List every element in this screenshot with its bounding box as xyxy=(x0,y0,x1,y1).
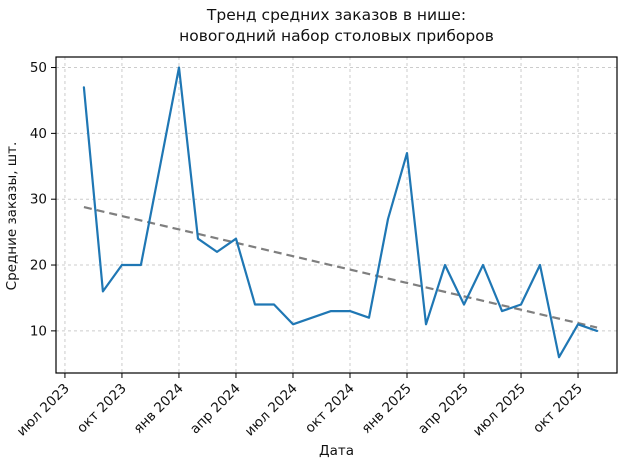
x-tick-label: окт 2025 xyxy=(530,381,586,437)
x-tick-label: июл 2023 xyxy=(14,381,73,440)
y-tick-label: 10 xyxy=(30,323,47,339)
chart-title: Тренд средних заказов в нише: новогодний… xyxy=(56,5,617,46)
x-tick-label: апр 2025 xyxy=(415,381,472,438)
plot-border xyxy=(55,56,618,374)
x-tick-label: июл 2024 xyxy=(242,381,301,440)
orders-line xyxy=(82,66,599,359)
y-tick-label: 40 xyxy=(30,126,47,142)
y-tick-label: 50 xyxy=(30,60,47,76)
chart-title-line2: новогодний набор столовых приборов xyxy=(179,26,494,45)
y-tick-label: 20 xyxy=(30,258,47,274)
x-tick-label: окт 2023 xyxy=(74,381,130,437)
x-axis-label: Дата xyxy=(319,443,354,459)
x-tick-label: июл 2025 xyxy=(470,381,529,440)
y-axis-label: Средние заказы, шт. xyxy=(4,141,20,291)
x-tick-label: окт 2024 xyxy=(302,381,358,437)
x-tick-label: апр 2024 xyxy=(187,381,244,438)
trend-line xyxy=(83,206,598,329)
chart-title-line1: Тренд средних заказов в нише: xyxy=(206,6,467,24)
y-tick-label: 30 xyxy=(30,192,47,208)
x-tick-label: янв 2025 xyxy=(359,381,415,437)
x-tick-label: янв 2024 xyxy=(131,381,187,437)
